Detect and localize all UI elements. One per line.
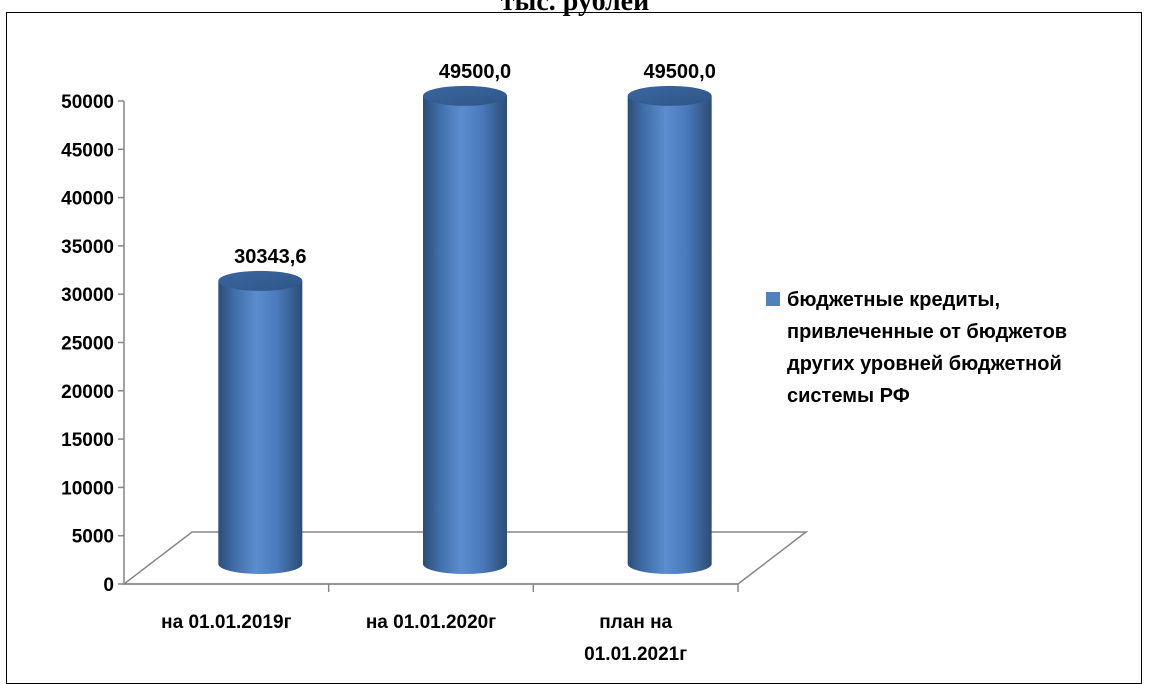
data-label: 49500,0 xyxy=(644,61,716,83)
y-tick-label: 30000 xyxy=(61,285,114,306)
x-tick-label-line: на 01.01.2020г xyxy=(366,612,496,633)
x-tick-label-line: план на xyxy=(599,612,672,633)
legend-label: бюджетные кредиты, привлеченные от бюдже… xyxy=(787,289,1068,407)
data-label: 49500,0 xyxy=(439,61,511,83)
y-tick-label: 50000 xyxy=(61,92,114,113)
data-label: 30343,6 xyxy=(234,246,306,268)
bar-cap xyxy=(423,85,507,106)
y-tick-label: 0 xyxy=(103,575,114,596)
bar-body xyxy=(218,280,303,575)
bar-cylinder xyxy=(627,85,712,574)
bar-cylinder xyxy=(423,85,507,574)
x-tick-label: на 01.01.2019г xyxy=(161,612,291,633)
y-tick-label: 20000 xyxy=(61,382,114,403)
x-tick-label: на 01.01.2020г xyxy=(366,612,496,633)
y-tick-label: 5000 xyxy=(72,527,114,548)
x-tick-label: план на 01.01.2021г xyxy=(584,612,687,665)
bar-cap xyxy=(627,85,712,106)
y-tick-label: 40000 xyxy=(61,189,114,210)
y-tick-label: 45000 xyxy=(61,140,114,161)
legend: бюджетные кредиты, привлеченные от бюдже… xyxy=(766,284,1146,412)
legend-swatch xyxy=(766,292,780,306)
y-tick-label: 35000 xyxy=(61,237,114,258)
bar-body xyxy=(423,95,507,574)
x-tick-label-line: 01.01.2021г xyxy=(584,644,687,665)
bar-body xyxy=(627,95,712,574)
x-tick-label-line: на 01.01.2019г xyxy=(161,612,291,633)
y-tick-label: 10000 xyxy=(61,478,114,499)
bar-cap xyxy=(218,270,303,291)
y-tick-label: 15000 xyxy=(61,430,114,451)
y-tick-label: 25000 xyxy=(61,334,114,355)
bar-cylinder xyxy=(218,270,303,575)
